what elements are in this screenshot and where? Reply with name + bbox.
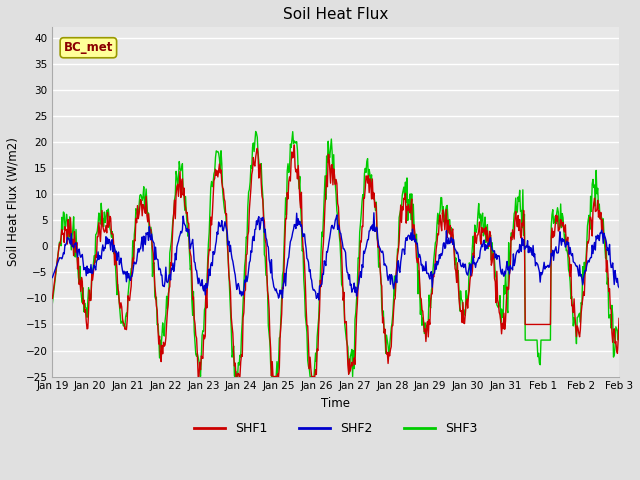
- SHF1: [205, 247, 213, 252]
- SHF1: [117, 300, 125, 306]
- Line: SHF2: SHF2: [52, 213, 619, 300]
- SHF3: [252, 129, 260, 134]
- SHF1: [423, 323, 431, 329]
- SHF2: [370, 210, 378, 216]
- SHF2: [59, 254, 67, 260]
- SHF2: [615, 285, 623, 290]
- SHF1: [615, 315, 623, 321]
- SHF3: [175, 177, 182, 182]
- SHF3: [117, 321, 125, 326]
- SHF2: [49, 275, 56, 280]
- SHF3: [423, 323, 431, 328]
- X-axis label: Time: Time: [321, 397, 350, 410]
- SHF1: [49, 296, 56, 301]
- SHF2: [117, 255, 125, 261]
- SHF3: [205, 241, 212, 247]
- SHF2: [406, 236, 414, 242]
- SHF3: [615, 323, 623, 329]
- SHF3: [406, 191, 414, 197]
- SHF1: [175, 193, 182, 199]
- SHF2: [175, 238, 182, 244]
- SHF1: [291, 142, 298, 148]
- SHF3: [231, 374, 239, 380]
- SHF3: [49, 300, 56, 306]
- SHF2: [315, 297, 323, 303]
- Title: Soil Heat Flux: Soil Heat Flux: [283, 7, 388, 22]
- Y-axis label: Soil Heat Flux (W/m2): Soil Heat Flux (W/m2): [7, 137, 20, 266]
- SHF1: [195, 374, 203, 380]
- SHF1: [59, 231, 67, 237]
- SHF3: [59, 227, 67, 233]
- SHF2: [423, 270, 431, 276]
- SHF2: [205, 276, 212, 282]
- Line: SHF1: SHF1: [52, 145, 619, 377]
- Text: BC_met: BC_met: [64, 41, 113, 54]
- SHF1: [406, 210, 414, 216]
- Legend: SHF1, SHF2, SHF3: SHF1, SHF2, SHF3: [189, 417, 483, 440]
- Line: SHF3: SHF3: [52, 132, 619, 377]
